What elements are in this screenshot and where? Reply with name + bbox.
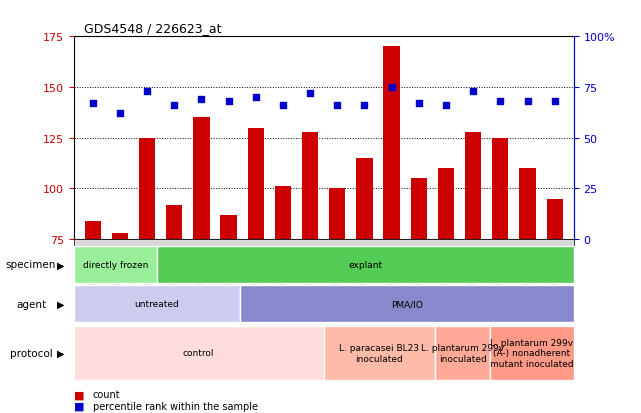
Point [387, 84, 397, 91]
Bar [492, 138, 508, 240]
Text: ■: ■ [74, 389, 84, 399]
Bar [465, 132, 481, 240]
Point [468, 88, 478, 95]
Bar [302, 132, 319, 240]
Bar [247, 128, 264, 240]
Point [88, 101, 98, 107]
Bar [356, 159, 372, 240]
Text: directly frozen: directly frozen [83, 260, 148, 269]
Text: ▶: ▶ [56, 348, 64, 358]
Point [495, 99, 506, 105]
Bar [438, 169, 454, 240]
Text: ▶: ▶ [56, 260, 64, 270]
Bar [85, 221, 101, 240]
Point [413, 101, 424, 107]
Text: explant: explant [348, 260, 383, 269]
Point [169, 103, 179, 109]
Text: L. plantarum 299v
inoculated: L. plantarum 299v inoculated [421, 344, 504, 363]
Text: PMA/IO: PMA/IO [391, 299, 423, 309]
Text: control: control [183, 349, 215, 358]
Bar [519, 169, 536, 240]
Text: percentile rank within the sample: percentile rank within the sample [93, 401, 258, 411]
Bar [112, 233, 128, 240]
Text: ▶: ▶ [56, 299, 64, 309]
Bar [221, 215, 237, 240]
Point [549, 99, 560, 105]
Text: protocol: protocol [10, 348, 53, 358]
Bar [275, 187, 291, 240]
Text: L. plantarum 299v
(A-) nonadherent
mutant inoculated: L. plantarum 299v (A-) nonadherent mutan… [490, 338, 574, 368]
Bar [139, 138, 155, 240]
Point [360, 103, 370, 109]
Point [522, 99, 533, 105]
Text: L. paracasei BL23
inoculated: L. paracasei BL23 inoculated [339, 344, 419, 363]
Text: specimen: specimen [6, 260, 56, 270]
Point [305, 90, 315, 97]
Text: count: count [93, 389, 121, 399]
Text: ■: ■ [74, 401, 84, 411]
Point [332, 103, 342, 109]
Point [142, 88, 152, 95]
Bar [194, 118, 210, 240]
Bar [411, 179, 427, 240]
Point [224, 99, 234, 105]
Bar [329, 189, 345, 240]
Point [278, 103, 288, 109]
Point [251, 95, 261, 101]
Bar [166, 205, 183, 240]
Bar [383, 47, 400, 240]
Text: agent: agent [16, 299, 46, 309]
Point [196, 97, 206, 103]
Bar [547, 199, 563, 240]
Text: GDS4548 / 226623_at: GDS4548 / 226623_at [84, 21, 221, 35]
Point [115, 111, 125, 117]
Point [441, 103, 451, 109]
Text: untreated: untreated [135, 299, 179, 309]
